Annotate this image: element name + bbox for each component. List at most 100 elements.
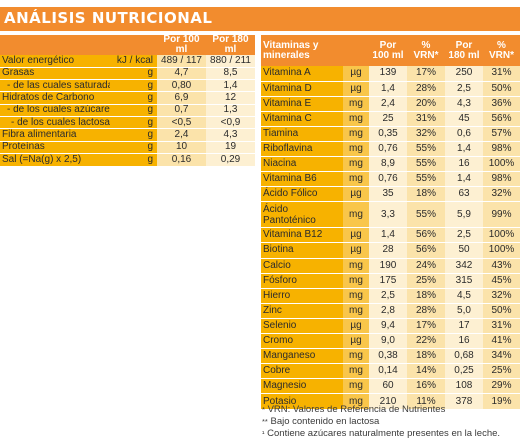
nutrient-unit: g xyxy=(110,140,157,154)
right-table-header-row: Vitaminas y minerales Por 100 ml % VRN* … xyxy=(261,35,520,66)
nutrient-unit: kJ / kcal xyxy=(110,55,157,68)
nutrient-label: - de las cuales saturadas xyxy=(0,79,110,92)
nutrient-label: Proteínas xyxy=(0,140,110,154)
nutrient-label: Biotina xyxy=(261,242,343,259)
footnote-text: Contiene azúcares naturalmente presentes… xyxy=(267,428,501,439)
value-per-180ml: 2,5 xyxy=(445,80,483,97)
page-title: ANÁLISIS NUTRICIONAL xyxy=(4,9,213,27)
nutrient-label: Calcio xyxy=(261,257,343,274)
vrn-per-180ml: 98% xyxy=(483,140,520,157)
vitamins-minerals-panel: Vitaminas y minerales Por 100 ml % VRN* … xyxy=(261,35,520,409)
nutrient-label: Hierro xyxy=(261,287,343,304)
value-per-180ml: 8,5 xyxy=(206,66,255,80)
value-per-180ml: 16 xyxy=(445,156,483,172)
value-per-180ml: 17 xyxy=(445,317,483,334)
vrn-per-100ml: 25% xyxy=(407,272,445,289)
value-per-180ml: 5,9 xyxy=(445,201,483,228)
vrn-per-100ml: 22% xyxy=(407,332,445,349)
vrn-per-180ml: 32% xyxy=(483,287,520,304)
vrn-per-180ml: 19% xyxy=(483,393,520,409)
footnote-text: VRN: Valores de Referencia de Nutrientes xyxy=(267,404,446,415)
right-header-per-180ml: Por 180 ml xyxy=(445,35,483,66)
vrn-per-100ml: 18% xyxy=(407,287,445,304)
value-per-100ml: 9,0 xyxy=(369,332,407,349)
value-per-100ml: 25 xyxy=(369,110,407,127)
left-header-per-100ml: Por 100 ml xyxy=(157,35,206,55)
footnote-mark: ¹ xyxy=(262,429,265,438)
nutrient-label: Vitamina D xyxy=(261,80,343,97)
footnote-mark: * xyxy=(262,405,265,414)
value-per-100ml: 210 xyxy=(369,393,407,409)
left-table-header-row: Por 100 ml Por 180 ml xyxy=(0,35,255,55)
nutrient-label: Riboflavina xyxy=(261,140,343,157)
value-per-180ml: 2,5 xyxy=(445,227,483,243)
footnotes: * VRN: Valores de Referencia de Nutrient… xyxy=(262,404,520,440)
value-per-100ml: 139 xyxy=(369,66,407,82)
value-per-180ml: 315 xyxy=(445,272,483,289)
nutrient-unit: mg xyxy=(343,95,369,112)
vrn-per-180ml: 100% xyxy=(483,156,520,172)
value-per-180ml: 4,5 xyxy=(445,287,483,304)
table-row: Manganeso mg 0,38 18% 0,68 34% xyxy=(261,348,520,364)
table-row: Fósforo mg 175 25% 315 45% xyxy=(261,272,520,289)
vrn-per-100ml: 56% xyxy=(407,242,445,259)
nutrient-label: Cobre xyxy=(261,363,343,379)
left-header-label xyxy=(0,35,110,55)
vrn-per-100ml: 24% xyxy=(407,257,445,274)
vrn-per-180ml: 34% xyxy=(483,348,520,364)
value-per-180ml: 108 xyxy=(445,378,483,394)
table-row: Sal (=Na(g) x 2,5) g 0,16 0,29 xyxy=(0,152,255,166)
nutrient-label: - de los cuales lactosa** xyxy=(0,115,110,129)
nutrient-label: Niacina xyxy=(261,156,343,172)
nutrient-unit: g xyxy=(110,103,157,117)
table-row: Biotina µg 28 56% 50 100% xyxy=(261,242,520,259)
vrn-per-180ml: 41% xyxy=(483,332,520,349)
value-per-100ml: 190 xyxy=(369,257,407,274)
vrn-per-100ml: 17% xyxy=(407,317,445,334)
table-row: Valor energético kJ / kcal 489 / 117 880 / … xyxy=(0,55,255,68)
value-per-100ml: 2,5 xyxy=(369,287,407,304)
value-per-100ml: 9,4 xyxy=(369,317,407,334)
value-per-180ml: 0,29 xyxy=(206,152,255,166)
nutrient-label: Ácido Fólico xyxy=(261,186,343,202)
nutrient-unit: mg xyxy=(343,171,369,187)
nutrient-label: Tiamina xyxy=(261,125,343,142)
nutrient-label: Vitamina B12 xyxy=(261,227,343,243)
value-per-100ml: 35 xyxy=(369,186,407,202)
value-per-100ml: 0,16 xyxy=(157,152,206,166)
vrn-per-100ml: 18% xyxy=(407,348,445,364)
value-per-100ml: <0,5 xyxy=(157,115,206,129)
vrn-per-100ml: 55% xyxy=(407,140,445,157)
vrn-per-180ml: 32% xyxy=(483,186,520,202)
value-per-100ml: 0,35 xyxy=(369,125,407,142)
table-row: - de las cuales saturadas g 0,80 1,4 xyxy=(0,79,255,92)
vrn-per-100ml: 55% xyxy=(407,201,445,228)
value-per-180ml: <0,9 xyxy=(206,115,255,129)
table-row: - de los cuales lactosa** g <0,5 <0,9 xyxy=(0,115,255,129)
vrn-per-180ml: 29% xyxy=(483,378,520,394)
value-per-100ml: 8,9 xyxy=(369,156,407,172)
value-per-180ml: 5,0 xyxy=(445,302,483,319)
vrn-per-100ml: 11% xyxy=(407,393,445,409)
right-header-vrn-100ml: % VRN* xyxy=(407,35,445,66)
table-row: Hierro mg 2,5 18% 4,5 32% xyxy=(261,287,520,304)
right-header-vrn-180ml: % VRN* xyxy=(483,35,520,66)
nutrient-unit: g xyxy=(110,91,157,105)
table-row: Zinc mg 2,8 28% 5,0 50% xyxy=(261,302,520,319)
nutrient-unit: µg xyxy=(343,317,369,334)
value-per-180ml: 4,3 xyxy=(445,95,483,112)
table-row: Magnesio mg 60 16% 108 29% xyxy=(261,378,520,394)
nutrient-unit: mg xyxy=(343,287,369,304)
value-per-100ml: 175 xyxy=(369,272,407,289)
nutrient-unit: g xyxy=(110,152,157,166)
nutrient-unit: µg xyxy=(343,66,369,82)
value-per-180ml: 880 / 211 xyxy=(206,55,255,68)
nutrient-unit: mg xyxy=(343,393,369,409)
table-row: Ácido Fólico µg 35 18% 63 32% xyxy=(261,186,520,202)
nutrient-label: Fibra alimentaria xyxy=(0,128,110,142)
vrn-per-100ml: 17% xyxy=(407,66,445,82)
